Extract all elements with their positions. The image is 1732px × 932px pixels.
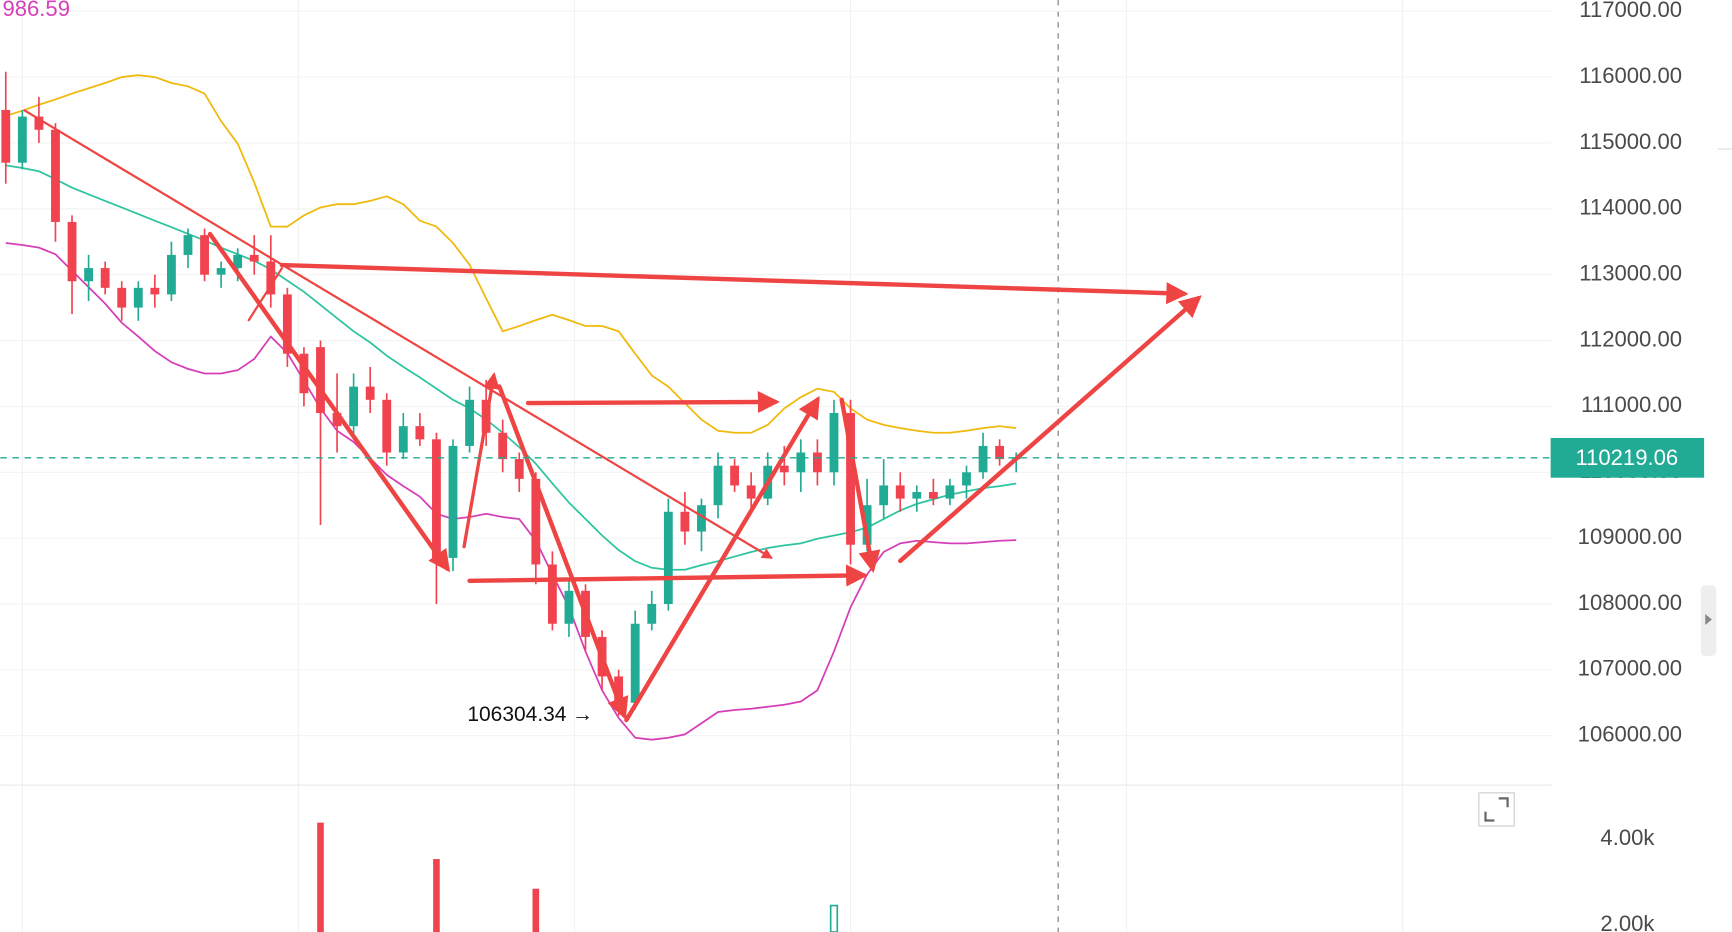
fullscreen-button[interactable] [1478,792,1515,827]
candle-body [34,116,44,130]
last-price-box [1550,437,1705,478]
candle-body [398,426,408,453]
candle-body [779,465,789,473]
y-tick-label: 114000.00 [1579,195,1682,220]
candle-body [249,254,259,262]
candle-body [680,511,690,532]
candle-body [282,294,292,354]
candle-body [928,492,938,499]
candle-body [846,412,855,545]
candle-body [117,287,127,308]
grid [0,10,1552,737]
candle-body [663,511,673,604]
candle-body [879,485,889,506]
candle-body [995,445,1005,460]
candle-body [746,485,756,499]
time-grid [21,0,1404,932]
candle-body [1,109,11,163]
candle-body [17,116,27,163]
candle-body [365,386,375,400]
candle-body [448,445,458,558]
indicators [5,74,1017,741]
candle-body [465,399,474,446]
y-tick-label: 116000.00 [1579,63,1682,88]
candle-body [945,485,955,499]
candles [1,71,1021,716]
candle-body [432,439,441,558]
candle-body [730,465,740,486]
y-tick-label: 106000.00 [1578,722,1682,747]
candle-body [332,412,342,427]
y-tick-label: 113000.00 [1579,260,1682,285]
candle-body [415,426,425,440]
volume-tick-label: 2.00k [1600,911,1655,932]
candle-body [564,590,574,624]
candle-body [150,287,160,295]
low-annotation: 106304.34 → [467,703,593,726]
candle-body [299,353,309,394]
y-tick-label: 115000.00 [1579,129,1682,154]
candle-body [829,412,839,473]
candle-body [382,399,392,453]
candle-body [183,235,193,255]
volume-tick-label: 4.00k [1600,825,1655,850]
candle-body [51,129,60,222]
candle-body [349,386,359,427]
y-tick-label: 117000.00 [1579,0,1682,22]
candle-body [962,472,971,486]
candle-body [266,261,276,295]
candle-body [630,623,640,703]
candle-body [862,505,872,545]
candle-body [547,564,557,624]
candle-body [67,221,77,282]
candle-body [100,268,110,288]
indicator-line [5,74,1017,434]
corner-value: 986.59 [2,0,70,21]
candle-body [614,676,624,703]
y-tick-label: 112000.00 [1579,326,1682,351]
volume-bar [829,904,839,932]
candle-body [812,452,822,473]
candle-body [912,492,922,499]
candle-body [531,478,541,565]
candle-body [647,603,657,624]
candle-body [233,254,243,269]
drawings [23,109,1202,723]
volume [317,822,839,932]
candle-body [200,235,209,275]
candle-body [216,268,226,275]
volume-bar [433,859,440,932]
y-tick-label: 109000.00 [1578,524,1682,549]
last-price-label: 110219.06 [1575,445,1678,470]
volume-bar [317,822,324,932]
candle-body [84,268,94,282]
candle-body [697,505,706,532]
y-tick-label: 108000.00 [1578,590,1682,615]
candle-body [895,485,905,499]
candle-body [978,445,988,473]
candle-body [133,287,143,308]
volume-bar [532,888,540,932]
candle-body [713,465,723,506]
candle-body [498,432,508,460]
candle-body [796,452,806,473]
candle-body [514,459,524,479]
candle-body [167,254,176,295]
y-tick-label: 107000.00 [1578,656,1682,681]
indicator-line [5,242,1017,741]
candle-body [316,347,325,413]
scroll-arrow [1705,613,1712,626]
y-tick-label: 111000.00 [1581,392,1682,417]
